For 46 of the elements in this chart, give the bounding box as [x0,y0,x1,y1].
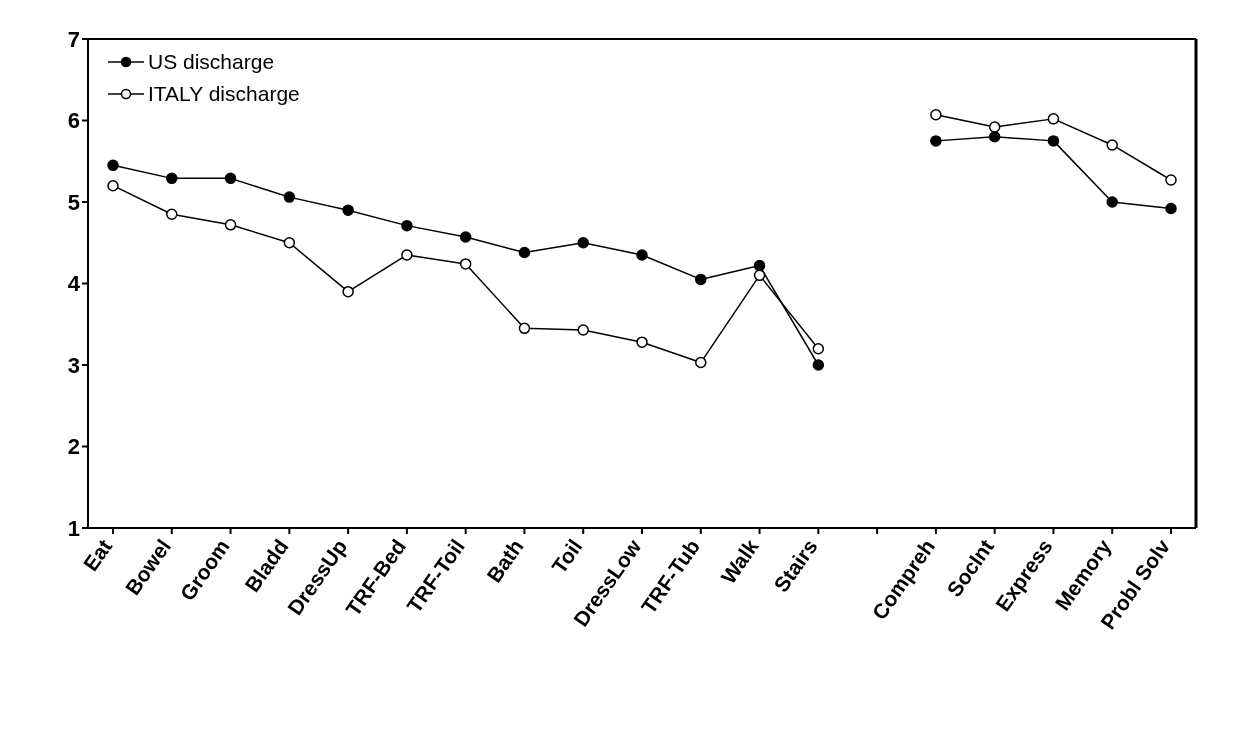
y-tick-label: 1 [67,515,80,541]
point [401,219,413,232]
point [224,172,237,185]
point [930,135,942,147]
point [283,191,296,203]
point [518,246,531,259]
y-tick-label: 7 [67,26,80,52]
point [518,322,531,335]
x-tick-label: Eat [78,535,117,576]
point [1165,202,1177,215]
y-tick-label: 3 [67,352,80,378]
point [695,356,707,369]
point [812,342,825,355]
point [753,259,766,272]
point [988,131,1001,143]
point [695,273,707,286]
point [107,179,119,192]
y-tick-label: 2 [67,434,80,460]
point [459,231,472,243]
point [988,121,1001,133]
point [459,258,472,270]
y-tick-label: 4 [67,271,81,297]
point [636,336,648,348]
point [224,219,237,231]
point [1047,113,1060,125]
point [283,237,296,249]
point [1165,174,1177,186]
point [577,237,589,249]
point [1106,196,1118,208]
point [1047,135,1060,147]
point [812,359,825,371]
legend-label: ITALY discharge [148,82,300,106]
point [166,172,178,185]
y-tick-label: 5 [67,189,80,215]
point [166,208,178,220]
point [107,159,119,172]
point [401,249,413,261]
point [930,109,942,121]
legend-label: US discharge [148,50,275,74]
point [1106,139,1118,151]
point [342,204,354,216]
y-tick-label: 6 [67,108,80,134]
point [753,269,766,282]
point [577,324,589,336]
point [636,249,648,261]
point [342,285,354,298]
